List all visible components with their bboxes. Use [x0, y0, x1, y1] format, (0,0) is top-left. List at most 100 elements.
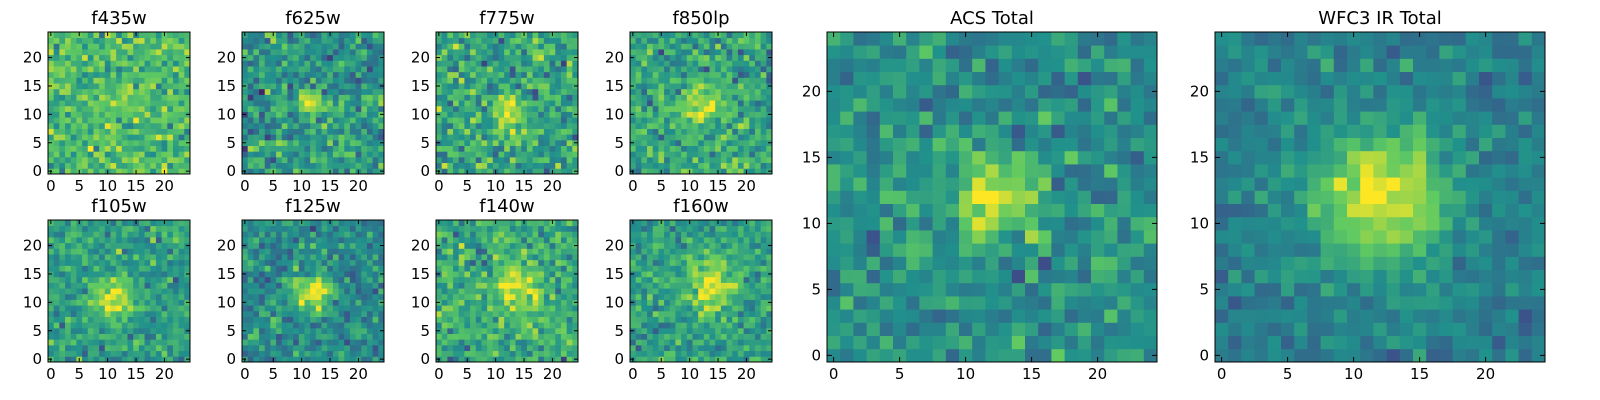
heatmap-cell: [481, 94, 488, 101]
heatmap-cell: [447, 49, 454, 56]
heatmap-cell: [555, 259, 562, 266]
heatmap-cell: [378, 128, 385, 135]
heatmap-cell: [138, 128, 145, 135]
heatmap-cell: [366, 122, 374, 129]
heatmap-cell: [658, 139, 665, 146]
heatmap-cell: [332, 43, 339, 50]
heatmap-cell: [378, 60, 385, 67]
heatmap-cell: [641, 339, 648, 346]
heatmap-cell: [464, 139, 471, 146]
heatmap-cell: [321, 242, 328, 249]
heatmap-cell: [378, 105, 385, 112]
heatmap-cell: [82, 88, 89, 95]
heatmap-cell: [515, 71, 522, 78]
heatmap-cell: [82, 128, 89, 135]
heatmap-cell: [498, 333, 505, 340]
heatmap-cell: [259, 220, 266, 227]
heatmap-cell: [641, 168, 648, 175]
heatmap-cell: [366, 139, 374, 146]
heatmap-cell: [70, 32, 77, 39]
heatmap-cell: [172, 83, 180, 90]
heatmap-cell: [349, 356, 356, 363]
heatmap-cell: [555, 254, 562, 261]
heatmap-cell: [447, 282, 454, 289]
heatmap-cell: [327, 265, 334, 272]
heatmap-cell: [253, 66, 260, 73]
heatmap-cell: [82, 231, 89, 238]
heatmap-cell: [82, 265, 89, 272]
heatmap-cell: [287, 282, 294, 289]
heatmap-cell: [167, 145, 174, 152]
heatmap-cell: [760, 156, 767, 164]
heatmap-cell: [87, 122, 94, 129]
heatmap-cell: [686, 94, 693, 101]
heatmap-cell: [155, 156, 162, 164]
heatmap-cell: [475, 60, 482, 67]
heatmap-cell: [549, 339, 556, 346]
heatmap-cell: [441, 322, 448, 329]
heatmap-cell: [82, 151, 89, 158]
heatmap-cell: [327, 66, 334, 73]
heatmap-cell: [498, 49, 505, 56]
heatmap-cell: [253, 305, 260, 312]
heatmap-cell: [150, 88, 157, 95]
heatmap-cell: [470, 305, 477, 312]
heatmap-cell: [242, 322, 249, 329]
heatmap-cell: [121, 231, 128, 238]
heatmap-cell: [703, 350, 710, 357]
heatmap-cell: [743, 88, 750, 95]
heatmap-cell: [664, 83, 671, 90]
heatmap-cell: [332, 83, 339, 90]
heatmap-cell: [110, 293, 117, 300]
heatmap-cell: [703, 83, 710, 90]
heatmap-cell: [754, 162, 762, 169]
heatmap-cell: [138, 83, 145, 90]
heatmap-cell: [555, 305, 562, 312]
heatmap-cell: [692, 288, 699, 295]
heatmap-cell: [167, 237, 174, 244]
heatmap-cell: [59, 94, 66, 101]
heatmap-cell: [675, 83, 682, 90]
heatmap-cell: [59, 225, 66, 232]
heatmap-cell: [366, 77, 374, 84]
heatmap-cell: [82, 162, 89, 169]
heatmap-cell: [150, 339, 157, 346]
heatmap-cell: [732, 299, 739, 306]
heatmap-cell: [133, 71, 140, 78]
heatmap-cell: [498, 122, 505, 129]
heatmap-cell: [247, 293, 254, 300]
heatmap-cell: [82, 305, 89, 312]
heatmap-cell: [349, 271, 356, 278]
heatmap-cell: [99, 77, 106, 84]
heatmap-cell: [447, 43, 454, 50]
heatmap-cell: [732, 145, 739, 152]
heatmap-cell: [566, 145, 573, 152]
heatmap-cell: [281, 151, 288, 158]
heatmap-cell: [555, 276, 562, 283]
heatmap-cell: [726, 350, 733, 357]
heatmap-cell: [178, 43, 185, 50]
heatmap-cell: [178, 88, 185, 95]
heatmap-cell: [378, 237, 385, 244]
heatmap-cell: [566, 356, 573, 363]
heatmap-cell: [121, 322, 128, 329]
heatmap-cell: [133, 350, 140, 357]
heatmap-cell: [161, 77, 168, 84]
heatmap-cell: [475, 231, 482, 238]
heatmap-cell: [549, 43, 556, 50]
heatmap-cell: [293, 77, 300, 84]
heatmap-cell: [641, 299, 648, 306]
heatmap-cell: [82, 54, 89, 61]
heatmap-cell: [441, 293, 448, 300]
heatmap-cell: [184, 43, 191, 50]
heatmap-cell: [726, 71, 733, 78]
heatmap-cell: [276, 259, 283, 266]
heatmap-cell: [749, 60, 756, 67]
heatmap-cell: [749, 111, 756, 118]
panel-title: f105w: [91, 196, 146, 217]
heatmap-cell: [686, 134, 693, 141]
heatmap-cell: [65, 333, 72, 340]
heatmap-cell: [532, 100, 539, 107]
heatmap-cell: [321, 145, 328, 152]
heatmap-cell: [99, 122, 106, 129]
